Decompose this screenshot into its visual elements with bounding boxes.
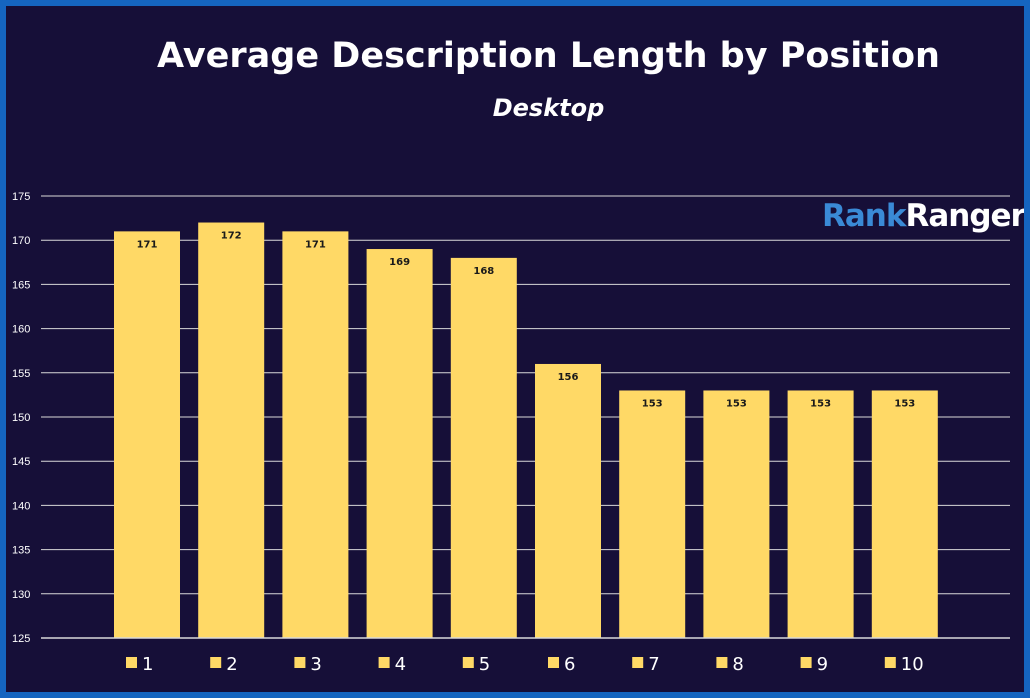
y-tick-label: 155 [12, 368, 30, 380]
legend-swatch [126, 657, 137, 668]
bar-6 [535, 363, 601, 638]
y-tick-label: 130 [12, 589, 30, 601]
legend-label: 2 [226, 654, 237, 675]
legend-swatch [378, 657, 390, 668]
bar-2 [198, 222, 265, 638]
legend-label: 6 [564, 654, 575, 675]
legend-swatch [716, 657, 728, 668]
legend-swatch [210, 657, 222, 668]
legend-swatch [632, 657, 644, 668]
legend-swatch [800, 657, 812, 668]
bar-4 [366, 249, 433, 639]
y-tick-label: 140 [12, 500, 30, 512]
rankranger-logo: RankRanger [822, 198, 1024, 234]
bar-7 [619, 390, 686, 638]
bar-5 [450, 257, 517, 638]
legend-label: 1 [142, 654, 153, 675]
bar-1 [114, 231, 180, 639]
y-tick-label: 170 [12, 235, 30, 247]
y-tick-label: 125 [12, 633, 30, 645]
legend-label: 5 [479, 654, 490, 675]
bar-3 [282, 231, 349, 639]
chart-frame: Average Description Length by Position D… [6, 6, 1024, 692]
bar-9 [787, 390, 854, 638]
data-label: 153 [642, 398, 663, 409]
data-label: 153 [894, 398, 915, 409]
data-label: 171 [137, 239, 158, 250]
logo-rank: Rank [822, 198, 906, 234]
legend-label: 10 [901, 654, 924, 675]
legend-label: 9 [817, 654, 828, 675]
legend-swatch [294, 657, 306, 668]
chart-title: Average Description Length by Position [157, 36, 940, 76]
data-label: 172 [221, 231, 242, 242]
data-label: 153 [810, 398, 831, 409]
y-tick-label: 150 [12, 412, 30, 424]
data-label: 171 [305, 239, 326, 250]
y-tick-label: 160 [12, 324, 30, 336]
y-tick-label: 135 [12, 545, 30, 557]
bar-10 [871, 390, 938, 638]
bar-8 [703, 390, 770, 638]
chart-subtitle: Desktop [492, 94, 605, 122]
legend-swatch [462, 657, 474, 668]
data-label: 168 [473, 266, 494, 277]
legend-swatch [548, 657, 559, 668]
data-label: 156 [558, 372, 579, 383]
legend-swatch [884, 657, 896, 668]
data-label: 153 [726, 398, 747, 409]
legend-label: 8 [732, 654, 743, 675]
logo-ranger: Ranger [905, 198, 1024, 234]
y-tick-label: 175 [12, 191, 30, 203]
plot-area: 125 130 135 140 145 150 155 160 165 170 175 171 1 172… [12, 191, 1010, 675]
data-label: 169 [389, 257, 410, 268]
y-tick-label: 145 [12, 456, 30, 468]
legend-label: 4 [395, 654, 406, 675]
y-tick-label: 165 [12, 279, 30, 291]
legend-label: 3 [310, 654, 321, 675]
legend-label: 7 [648, 654, 659, 675]
